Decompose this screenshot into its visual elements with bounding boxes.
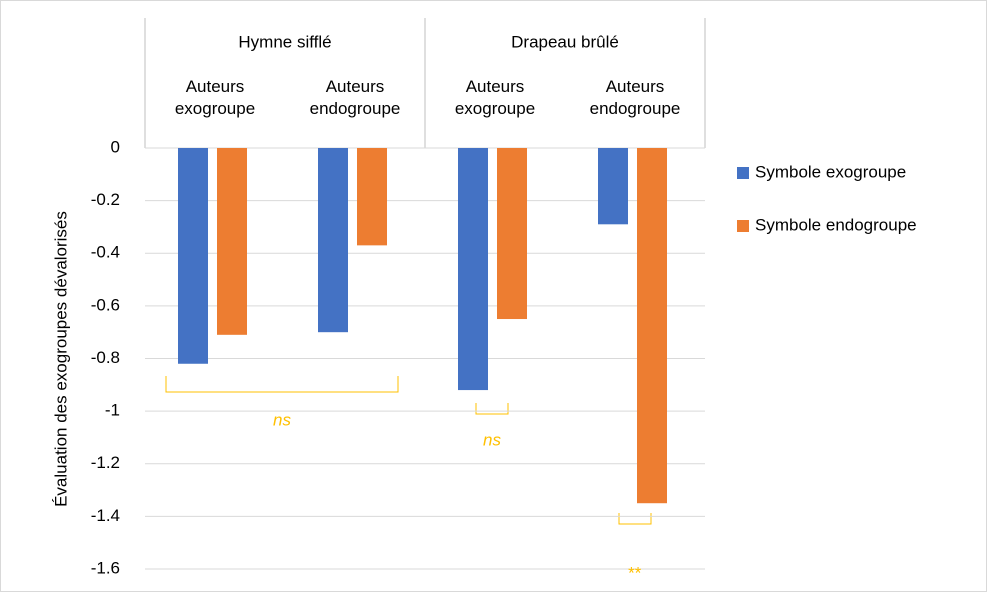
bar: [458, 148, 488, 391]
bar: [497, 148, 527, 320]
y-tick-label: -1.4: [91, 506, 120, 525]
bracket: [165, 376, 399, 393]
y-tick-label: -1: [105, 401, 120, 420]
group-label: Drapeau brûlé: [511, 32, 619, 51]
x-tick-label: Auteurs exogroupe: [454, 77, 536, 118]
bar: [178, 148, 208, 364]
bar: [598, 148, 628, 225]
bracket: [475, 403, 509, 415]
y-tick-label: -0.8: [91, 348, 120, 367]
y-tick-label: -1.6: [91, 558, 120, 577]
y-tick-label: -0.4: [91, 243, 120, 262]
y-tick-label: -0.6: [91, 295, 120, 314]
legend-label: Symbole endogroupe: [755, 215, 917, 234]
annotation: ns: [273, 410, 291, 429]
bar: [357, 148, 387, 246]
x-tick-label: Auteurs exogroupe: [174, 77, 256, 118]
y-tick-label: 0: [111, 137, 120, 156]
legend-swatch: [737, 220, 749, 232]
y-axis-label: Évaluation des exogroupes dévalorisés: [51, 211, 70, 507]
annotation: **: [627, 563, 642, 582]
y-tick-label: -1.2: [91, 453, 120, 472]
bar: [217, 148, 247, 335]
x-tick-label: Auteurs endogroupe: [309, 77, 401, 118]
annotation: ns: [483, 430, 501, 449]
x-tick-label: Auteurs endogroupe: [589, 77, 681, 118]
legend-label: Symbole exogroupe: [755, 162, 906, 181]
y-tick-label: -0.2: [91, 190, 120, 209]
legend-swatch: [737, 167, 749, 179]
bar: [318, 148, 348, 333]
bar: [637, 148, 667, 504]
bracket: [618, 513, 652, 525]
group-label: Hymne sifflé: [238, 32, 331, 51]
